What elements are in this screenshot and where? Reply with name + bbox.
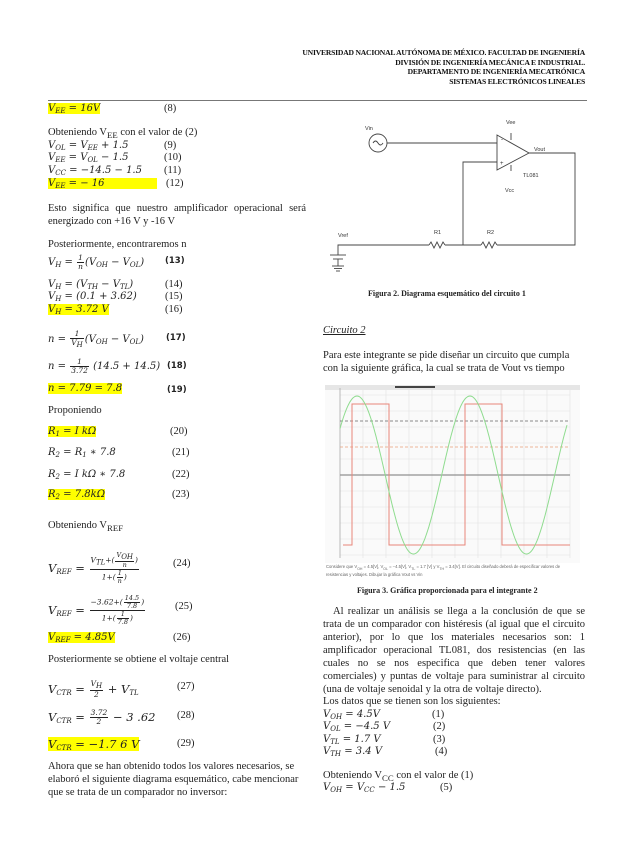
equation-20: R1 = I kΩ xyxy=(48,426,97,438)
equation-26: VREF = 4.85V xyxy=(48,632,115,644)
label-opamp: TL081 xyxy=(523,173,539,179)
equation-25: VREF = −3.62+(14.5 7.8) 1+(1 7.8) xyxy=(48,594,146,626)
equation-8: VEE = 16V xyxy=(48,103,101,115)
circuito-2-paragraph: Para este integrante se pide diseñar un … xyxy=(323,350,570,374)
equation-number: (12) xyxy=(166,178,184,189)
posteriormente-central-text: Posteriormente se obtiene el voltaje cen… xyxy=(48,654,230,665)
header-rule xyxy=(48,100,587,101)
equation-number: (13) xyxy=(165,256,185,266)
equation-number: (9) xyxy=(164,140,177,151)
equation-19: n = 7.79 = 7.8 xyxy=(48,383,123,394)
page-header: UNIVERSIDAD NACIONAL AUTÓNOMA DE MÉXICO.… xyxy=(302,48,585,86)
equation-23: R2 = 7.8kΩ xyxy=(48,489,105,501)
equation-number: (17) xyxy=(166,333,186,343)
header-line: SISTEMAS ELECTRÓNICOS LINEALES xyxy=(449,76,585,86)
equation-number: (1) xyxy=(432,709,445,720)
label-vref: Vref xyxy=(338,233,348,239)
analysis-paragraph: Al realizar un análisis se llega a la co… xyxy=(323,606,585,695)
label-vout: Vout xyxy=(534,147,545,153)
obteniendo-vref-text: Obteniendo VREF xyxy=(48,520,124,534)
equation-number: (8) xyxy=(164,103,177,114)
equation-24: VREF = VTL+(VOH n) 1+(1 n) xyxy=(48,551,139,585)
wire-output xyxy=(497,152,576,246)
equation-number: (3) xyxy=(433,734,446,745)
equation-16: VH = 3.72 V xyxy=(48,304,109,316)
equation-number: (19) xyxy=(167,385,187,395)
sine-wave-glyph xyxy=(372,140,384,146)
equation-18: n = 1 3.72 (14.5 + 14.5) xyxy=(48,357,161,375)
equation-number: (23) xyxy=(172,489,190,500)
equation-5: VOH = VCC − 1.5 xyxy=(323,782,406,794)
figure-3-note: Considere que VOH = 4.5[V], VOL = −4.5[V… xyxy=(326,564,561,577)
equation-number: (27) xyxy=(177,681,195,692)
ahora-paragraph: Ahora que se han obtenido todos los valo… xyxy=(48,761,299,798)
equation-number: (11) xyxy=(164,165,182,176)
header-line: DEPARTAMENTO DE INGENIERÍA MECATRÓNICA xyxy=(407,67,586,77)
sine-wave-series xyxy=(339,395,568,555)
equation-15: VH = (0.1 + 3.62) xyxy=(48,291,137,303)
label-r1: R1 xyxy=(434,230,441,236)
equation-3: VTL = 1.7 V xyxy=(323,734,381,746)
equation-number: (14) xyxy=(165,279,183,290)
obteniendo-vee-text: Obteniendo VEE con el valor de (2) xyxy=(48,127,198,141)
equation-2: VOL = −4.5 V xyxy=(323,721,391,733)
circuito-2-heading: Circuito 2 xyxy=(323,325,366,336)
wire-feedback xyxy=(462,161,497,245)
figure-3-caption: Figura 3. Gráfica proporcionada para el … xyxy=(357,586,538,595)
equation-12: VEE = − 16 xyxy=(48,178,157,190)
equation-17: n = 1 VH (VOH − VOL) xyxy=(48,329,144,350)
header-line: DIVISIÓN DE INGENIERÍA MECÁNICA E INDUST… xyxy=(395,57,585,67)
opamp-symbol xyxy=(496,134,530,171)
label-r2: R2 xyxy=(487,230,494,236)
equation-22: R2 = I kΩ ∗ 7.8 xyxy=(48,469,126,481)
label-vin: Vin xyxy=(365,126,373,132)
equation-number: (5) xyxy=(440,782,453,793)
resistor-r2 xyxy=(480,240,498,250)
square-wave-series xyxy=(343,403,570,546)
equation-10: VEE = VOL − 1.5 xyxy=(48,152,129,164)
equation-9: VOL = VEE + 1.5 xyxy=(48,140,129,152)
equation-21: R2 = R1 ∗ 7.8 xyxy=(48,447,116,459)
equation-number: (4) xyxy=(435,746,448,757)
equation-4: VTH = 3.4 V xyxy=(323,746,383,758)
resistor-r1 xyxy=(428,240,446,250)
posteriormente-n-text: Posteriormente, encontraremos n xyxy=(48,239,187,250)
equation-number: (22) xyxy=(172,469,190,480)
equation-number: (21) xyxy=(172,447,190,458)
equation-number: (18) xyxy=(167,361,187,371)
equation-11: VCC = −14.5 − 1.5 xyxy=(48,165,142,177)
equation-number: (2) xyxy=(433,721,446,732)
esto-paragraph: Esto significa que nuestro amplificador … xyxy=(48,203,306,227)
equation-number: (20) xyxy=(170,426,188,437)
equation-29: VCTR = −1.7 6 V xyxy=(48,737,140,752)
equation-13: VH = 1 n (VOH − VOL) xyxy=(48,253,145,271)
header-line: UNIVERSIDAD NACIONAL AUTÓNOMA DE MÉXICO.… xyxy=(302,48,585,57)
equation-number: (28) xyxy=(177,710,195,721)
equation-1: VOH = 4.5V xyxy=(323,709,380,721)
datos-intro-text: Los datos que se tienen son los siguient… xyxy=(323,696,501,707)
figure-2-caption: Figura 2. Diagrama esquemático del circu… xyxy=(368,289,526,298)
label-vcc: Vcc xyxy=(505,188,514,194)
equation-number: (10) xyxy=(164,152,182,163)
vout-vs-time-graph xyxy=(325,385,580,563)
equation-number: (29) xyxy=(177,738,195,749)
equation-number: (24) xyxy=(173,558,191,569)
wire-vref xyxy=(337,244,429,255)
obteniendo-vcc-text: Obteniendo VCC con el valor de (1) xyxy=(323,770,474,784)
equation-number: (26) xyxy=(173,632,191,643)
equation-14: VH = (VTH − VTL) xyxy=(48,279,134,291)
equation-28: VCTR = 3.72 2 − 3 .62 xyxy=(48,708,156,726)
svg-text:+: + xyxy=(500,161,504,167)
svg-text:-: - xyxy=(501,137,503,143)
proponiendo-text: Proponiendo xyxy=(48,405,102,416)
equation-number: (16) xyxy=(165,304,183,315)
equation-number: (15) xyxy=(165,291,183,302)
equation-27: VCTR = VH 2 + VTL xyxy=(48,679,139,699)
label-vee: Vee xyxy=(506,120,515,126)
equation-number: (25) xyxy=(175,601,193,612)
